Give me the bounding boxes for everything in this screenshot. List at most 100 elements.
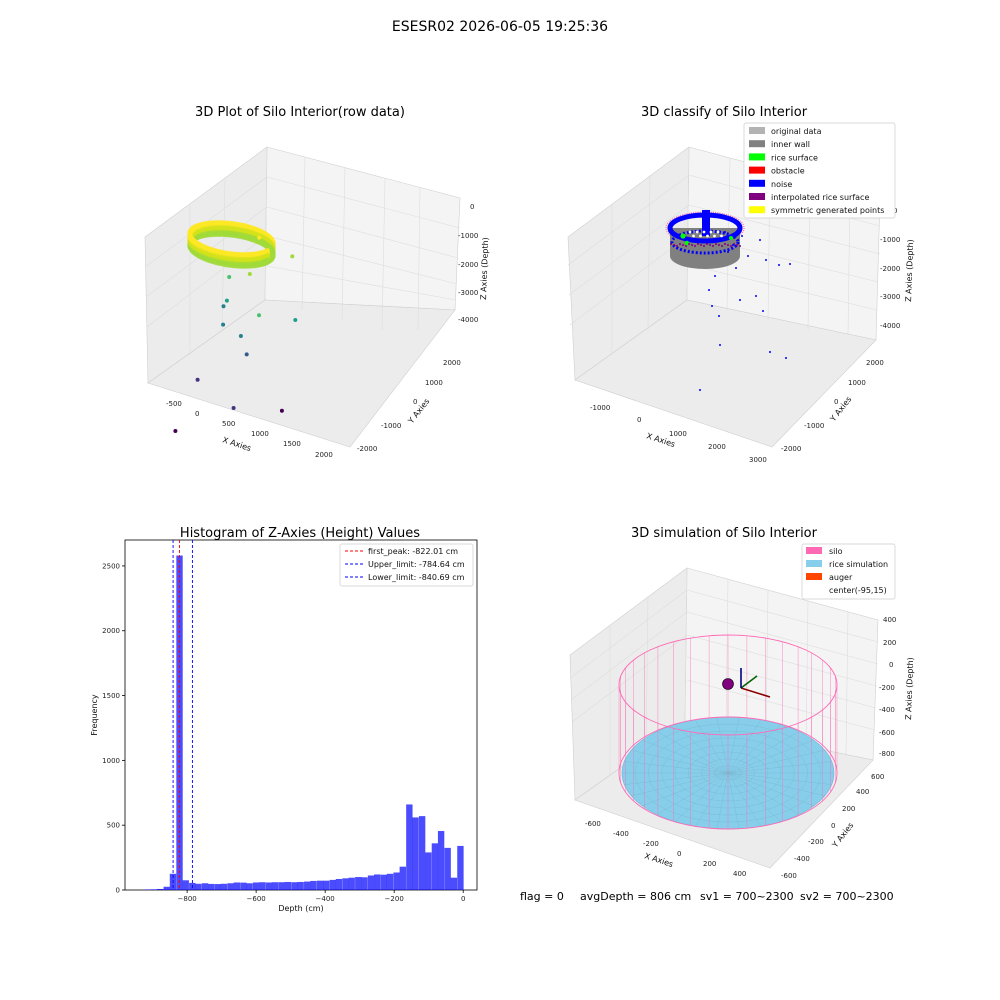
symmetric-point	[709, 230, 713, 234]
interpolated-point	[670, 243, 672, 245]
classify-x-tick: 1000	[669, 430, 687, 438]
histogram-bar	[252, 882, 260, 890]
raw-point	[238, 334, 243, 338]
interpolated-point	[679, 243, 681, 245]
interpolated-point	[682, 244, 684, 246]
grid-line	[266, 265, 457, 301]
classify-z-tick: -1000	[880, 236, 900, 244]
simulation-legend: silo rice simulation auger center(-95,15)	[801, 543, 896, 600]
raw-point	[227, 275, 232, 279]
raw-point	[195, 377, 200, 382]
grid-line	[567, 174, 690, 266]
histogram-y-tick: 2000	[102, 627, 120, 635]
histogram-bar	[310, 880, 317, 890]
noise-block	[702, 210, 710, 236]
symmetric-point	[695, 230, 699, 234]
interpolated-point	[712, 245, 714, 247]
classify-z-tick: -3000	[880, 293, 900, 301]
histogram-x-tick: −600	[247, 895, 266, 903]
legend-swatch	[749, 179, 765, 187]
raw-point	[244, 352, 249, 357]
grid-line	[568, 204, 690, 296]
noise-point	[714, 275, 716, 277]
raw-z-tick: -4000	[458, 316, 478, 324]
histogram-bar	[323, 880, 330, 890]
histogram-bar	[150, 889, 158, 890]
simulation-x-tick: -400	[613, 830, 629, 838]
noise-point	[718, 315, 720, 317]
noise-point	[708, 289, 710, 291]
symmetric-point	[713, 234, 716, 238]
grid-line	[725, 578, 729, 731]
raw-z-tick: 0	[470, 203, 474, 211]
panel-simulation: 3D simulation of Silo Interior -600 -400…	[569, 526, 915, 880]
simulation-y-tick: -200	[808, 838, 824, 846]
symmetric-point	[720, 234, 723, 238]
histogram-bar	[284, 881, 292, 890]
histogram-bar	[214, 884, 222, 890]
simulation-x-ticks: -600 -400 -200 0 200 400	[585, 820, 746, 878]
histogram-bar	[220, 883, 228, 890]
noise-point	[769, 351, 771, 353]
histogram-y-tick: 1000	[102, 757, 120, 765]
interpolated-point	[721, 245, 723, 247]
grid-line	[569, 589, 688, 679]
histogram-y-ticks: 0 500 1000 1500 2000 2500	[102, 562, 125, 895]
noise-point	[755, 295, 757, 297]
histogram-bar	[304, 881, 311, 890]
simulation-y-tick: -600	[781, 872, 797, 880]
legend-label: noise	[771, 180, 792, 189]
classify-y-tick: 1000	[848, 379, 866, 387]
histogram-bar	[342, 878, 349, 890]
grid-line	[688, 204, 881, 255]
axis-arrow-x	[740, 687, 771, 698]
histogram-bar	[457, 845, 464, 890]
histogram-bar	[201, 883, 209, 890]
interpolated-point	[676, 245, 678, 247]
histogram-legend: first_peak: -822.01 cm Upper_limit: -784.…	[339, 543, 474, 587]
interpolated-point	[694, 245, 696, 247]
raw-point	[221, 322, 226, 327]
grid-line	[686, 656, 877, 709]
histogram-bar	[355, 877, 362, 890]
histogram-bar	[399, 866, 406, 890]
simulation-z-tick: -400	[879, 706, 895, 714]
raw-y-tick: -1000	[381, 422, 401, 430]
grid-line	[266, 176, 461, 229]
raw-z-label: Z Axies (Depth)	[479, 237, 490, 300]
grid-line	[805, 600, 809, 751]
classify-z-label: Z Axies (Depth)	[904, 239, 915, 302]
legend-swatch	[749, 193, 765, 200]
raw-point	[221, 304, 226, 309]
histogram-bar	[329, 879, 336, 890]
simulation-x-tick: 200	[703, 860, 716, 868]
symmetric-point	[702, 230, 706, 234]
histogram-bar	[386, 873, 394, 890]
grid-line	[341, 167, 346, 321]
classify-y-tick: 2000	[866, 359, 884, 367]
simulation-z-tick: 200	[883, 639, 896, 647]
raw-x-tick: 1500	[283, 440, 301, 448]
classify-y-tick: 0	[834, 398, 838, 406]
raw-x-tick: -500	[166, 400, 182, 408]
symmetric-point	[692, 234, 695, 238]
grid-line	[569, 234, 690, 326]
interpolated-point	[730, 245, 732, 247]
grid-line	[266, 206, 459, 259]
simulation-z-tick: -200	[879, 684, 895, 692]
legend-label: rice simulation	[829, 560, 888, 569]
simulation-x-tick: 400	[733, 870, 746, 878]
histogram-bar	[163, 886, 170, 890]
grid-line	[686, 611, 879, 665]
simulation-z-tick: 0	[889, 661, 893, 669]
simulation-silo-wireframe	[618, 634, 838, 830]
raw-y-label: Y Axies	[406, 397, 432, 426]
interpolated-point	[697, 243, 699, 245]
histogram-bar	[291, 882, 298, 890]
legend-label: inner wall	[771, 140, 810, 149]
histogram-bar	[367, 875, 375, 890]
interpolated-point	[715, 243, 717, 245]
simulation-y-tick: 0	[831, 822, 835, 830]
simulation-z-ticks: 400 200 0 -200 -400 -600 -800	[879, 616, 896, 758]
noise-point	[699, 389, 701, 391]
